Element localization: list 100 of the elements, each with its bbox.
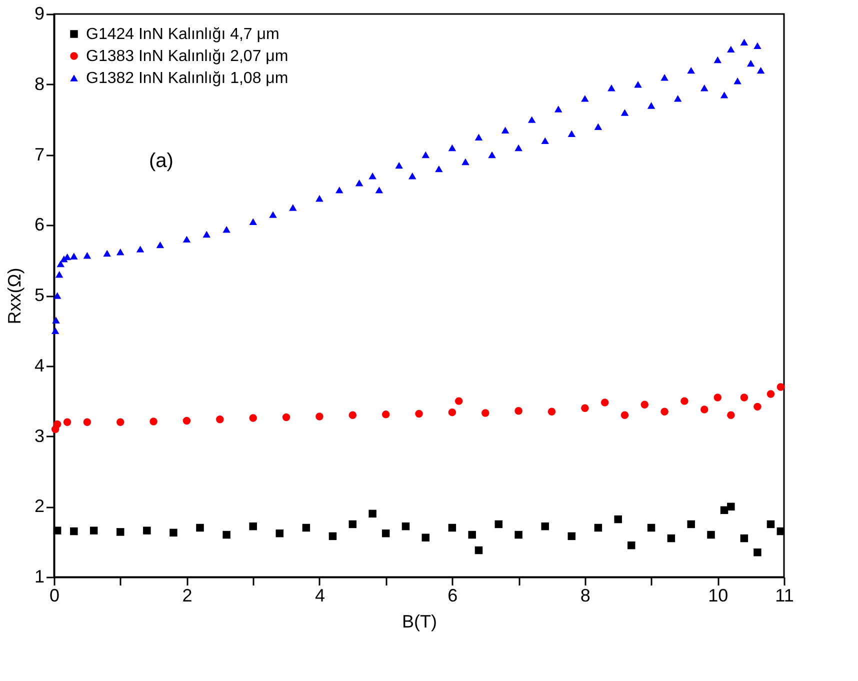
legend-label: G1424 InN Kalınlığı 4,7 μm bbox=[86, 26, 280, 43]
point bbox=[740, 38, 748, 46]
point bbox=[83, 252, 92, 259]
point bbox=[620, 109, 629, 116]
point bbox=[568, 532, 576, 540]
point bbox=[740, 534, 748, 542]
point bbox=[594, 123, 602, 130]
point bbox=[528, 116, 536, 123]
point bbox=[707, 530, 715, 539]
point bbox=[316, 195, 324, 202]
y-tick-label: 6 bbox=[34, 214, 44, 235]
point bbox=[720, 92, 728, 98]
point bbox=[680, 397, 688, 405]
point bbox=[754, 42, 762, 50]
point bbox=[63, 418, 72, 426]
point bbox=[687, 66, 695, 74]
point bbox=[375, 186, 384, 194]
point bbox=[182, 236, 191, 243]
point bbox=[594, 524, 602, 532]
point bbox=[328, 532, 337, 540]
point bbox=[454, 397, 463, 405]
y-tick-label: 2 bbox=[34, 496, 44, 516]
point bbox=[150, 418, 158, 426]
point bbox=[674, 95, 682, 102]
point bbox=[448, 524, 456, 532]
point bbox=[143, 526, 151, 534]
point bbox=[581, 95, 589, 102]
point bbox=[700, 406, 708, 414]
x-tick-label: 11 bbox=[775, 586, 794, 606]
point bbox=[754, 402, 762, 411]
point bbox=[402, 522, 410, 530]
point bbox=[196, 524, 204, 532]
point bbox=[348, 411, 357, 420]
point bbox=[83, 418, 92, 426]
legend-label: G1383 InN Kalınlığı 2,07 μm bbox=[86, 48, 288, 65]
point bbox=[216, 415, 224, 424]
point bbox=[103, 250, 111, 257]
point bbox=[548, 408, 556, 416]
point bbox=[462, 158, 470, 166]
point bbox=[182, 416, 191, 425]
point bbox=[754, 548, 762, 556]
point bbox=[481, 409, 490, 417]
point bbox=[514, 144, 522, 152]
x-tick-label: 8 bbox=[580, 586, 590, 606]
point bbox=[276, 529, 284, 538]
point bbox=[395, 162, 403, 169]
point bbox=[766, 520, 775, 528]
point bbox=[70, 252, 78, 260]
point bbox=[640, 400, 649, 408]
y-axis-title: Rxx(Ω) bbox=[4, 268, 24, 324]
point bbox=[269, 211, 277, 218]
point bbox=[627, 541, 636, 550]
point bbox=[667, 534, 676, 542]
point bbox=[348, 520, 357, 528]
point bbox=[614, 515, 622, 524]
y-tick-label: 3 bbox=[34, 426, 44, 446]
point bbox=[435, 165, 443, 172]
x-tick-label: 4 bbox=[314, 586, 325, 606]
point bbox=[608, 84, 616, 92]
point bbox=[687, 520, 695, 528]
point bbox=[514, 407, 522, 415]
point bbox=[368, 172, 376, 180]
x-tick-label: 0 bbox=[49, 586, 60, 606]
point bbox=[727, 411, 735, 420]
point bbox=[776, 383, 785, 391]
point bbox=[335, 186, 344, 194]
point bbox=[382, 529, 390, 538]
point bbox=[249, 218, 257, 225]
point bbox=[660, 408, 668, 416]
point bbox=[289, 204, 297, 211]
point bbox=[136, 246, 144, 252]
point bbox=[422, 151, 430, 158]
point bbox=[249, 414, 257, 422]
point bbox=[282, 413, 290, 422]
point bbox=[116, 418, 124, 426]
point bbox=[52, 316, 60, 324]
point bbox=[302, 524, 310, 532]
y-tick-label: 7 bbox=[34, 144, 44, 164]
point bbox=[422, 534, 430, 542]
point bbox=[581, 404, 589, 412]
point bbox=[714, 56, 722, 64]
point bbox=[170, 528, 178, 537]
point bbox=[368, 510, 376, 518]
y-tick-label: 8 bbox=[34, 74, 44, 94]
point bbox=[51, 327, 60, 334]
point bbox=[541, 522, 549, 530]
point bbox=[55, 271, 64, 278]
point bbox=[448, 144, 456, 152]
point bbox=[415, 410, 423, 418]
y-tick-label: 5 bbox=[34, 285, 44, 305]
point bbox=[116, 528, 124, 536]
point bbox=[53, 292, 62, 299]
point bbox=[647, 102, 656, 109]
y-tick-label: 4 bbox=[34, 355, 44, 376]
point bbox=[766, 390, 775, 398]
point bbox=[202, 230, 211, 238]
point bbox=[408, 172, 416, 180]
annotation: (a) bbox=[149, 150, 174, 172]
point bbox=[514, 530, 522, 539]
point bbox=[700, 84, 708, 92]
